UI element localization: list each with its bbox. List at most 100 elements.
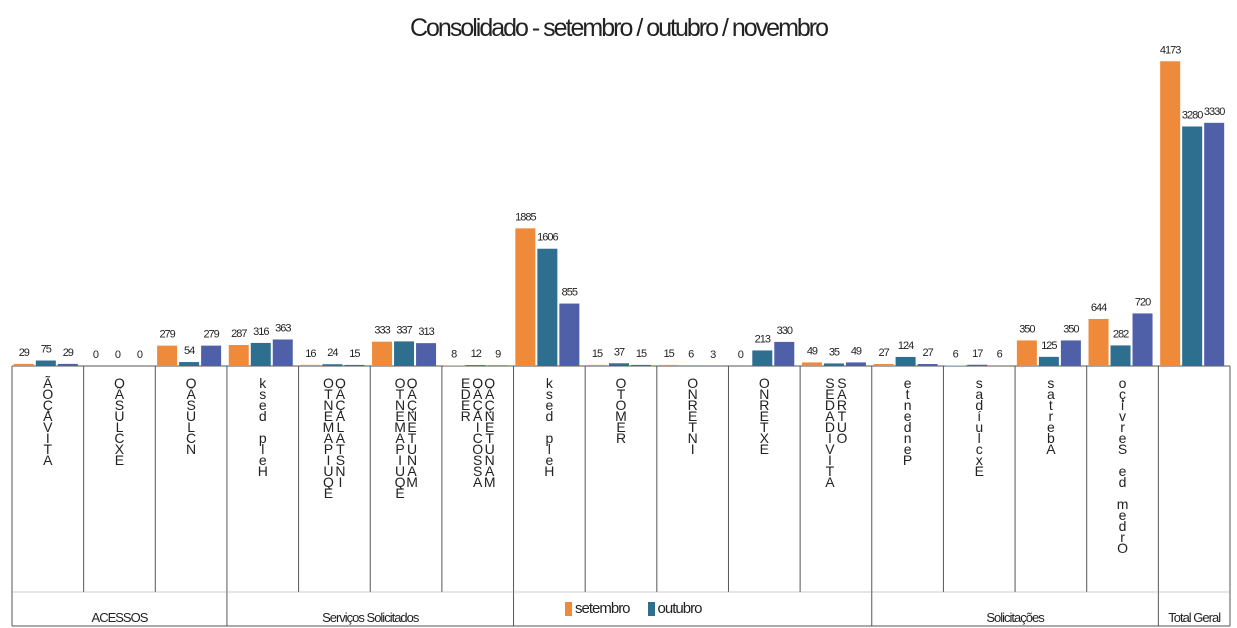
category-label-glyph-10: T — [760, 419, 769, 435]
category-label-glyph-4: U — [323, 463, 333, 479]
data-label-novembro-5: 313 — [418, 326, 434, 338]
data-label-novembro-4: 15 — [349, 348, 360, 360]
bar-setembro-8 — [587, 364, 607, 366]
bar-setembro-5 — [372, 341, 393, 366]
category-label-glyph-11: I — [828, 452, 832, 468]
category-label-glyph-3: p — [259, 430, 267, 446]
data-label-setembro-4: 16 — [305, 348, 316, 360]
category-label-glyph-12: P — [903, 452, 912, 468]
category-label-glyph-10: X — [760, 430, 770, 446]
category-label-glyph-7: p — [545, 430, 553, 446]
category-label-glyph-14: b — [1047, 430, 1055, 446]
category-label-glyph-2: Ã — [186, 386, 196, 402]
category-label-glyph-13: s — [976, 375, 983, 391]
category-label-glyph-6: Ç — [473, 397, 483, 413]
category-label-glyph-4: O — [323, 375, 334, 391]
category-label-glyph-9: N — [688, 430, 698, 446]
category-label-glyph-15: r — [1120, 419, 1125, 435]
category-label-glyph-8: O — [616, 397, 627, 413]
bar-novembro-12 — [917, 364, 938, 366]
category-label-glyph-4: N — [323, 397, 333, 413]
data-label-outubro-1: 0 — [115, 349, 121, 361]
bar-setembro-15 — [1088, 318, 1109, 366]
bar-outubro-13 — [967, 364, 988, 366]
category-label-glyph-6: O — [472, 375, 483, 391]
category-label-glyph-10: O — [759, 375, 770, 391]
category-label-glyph-6: N — [485, 408, 495, 424]
data-label-outubro-16: 3280 — [1182, 109, 1203, 121]
category-label-glyph-1: X — [115, 441, 125, 457]
data-label-outubro-7: 1606 — [537, 232, 558, 244]
category-label-glyph-0: I — [46, 430, 50, 446]
category-label-glyph-6: T — [485, 430, 494, 446]
legend-swatch-outubro — [647, 601, 655, 616]
bar-setembro-6 — [443, 365, 464, 366]
category-label-glyph-15: m — [1117, 496, 1129, 512]
category-label-glyph-5: I — [398, 452, 402, 468]
data-label-setembro-9: 15 — [664, 348, 675, 360]
category-label-glyph-10: E — [760, 408, 769, 424]
category-label-glyph-14: a — [1047, 386, 1055, 402]
category-label-glyph-8: O — [616, 375, 627, 391]
data-label-setembro-0: 29 — [19, 347, 30, 359]
category-label-glyph-4: T — [324, 386, 333, 402]
category-label-glyph-6: Ç — [485, 397, 495, 413]
category-label-glyph-11: A — [837, 386, 847, 402]
category-label-glyph-0: Ç — [43, 397, 53, 413]
category-label-glyph-4: I — [326, 452, 330, 468]
category-label-glyph-7: e — [545, 397, 553, 413]
category-label-glyph-5: P — [395, 441, 404, 457]
category-label-glyph-13: d — [975, 397, 983, 413]
category-label-glyph-2: N — [186, 441, 196, 457]
legend-label-outubro: outubro — [657, 600, 703, 617]
category-label-glyph-5: A — [395, 430, 405, 446]
data-label-setembro-15: 644 — [1091, 302, 1107, 314]
data-label-outubro-9: 6 — [688, 349, 694, 361]
category-label-glyph-2: C — [186, 430, 196, 446]
bar-novembro-14 — [1060, 340, 1081, 366]
category-label-glyph-2: S — [186, 397, 195, 413]
category-label-glyph-4: Q — [323, 474, 334, 490]
bar-setembro-16 — [1160, 61, 1181, 366]
category-label-glyph-4: S — [336, 452, 345, 468]
category-label-glyph-5: M — [394, 419, 406, 435]
category-label-glyph-4: N — [335, 463, 345, 479]
bar-outubro-16 — [1182, 126, 1203, 366]
category-label-glyph-6: R — [461, 408, 471, 424]
category-label-glyph-4: T — [336, 441, 345, 457]
category-label-glyph-6: S — [473, 452, 482, 468]
category-label-glyph-2: U — [186, 408, 196, 424]
category-label-glyph-15: o — [1119, 375, 1127, 391]
category-label-glyph-0: Ã — [43, 375, 53, 391]
category-label-glyph-6: A — [473, 408, 483, 424]
category-label-glyph-10: R — [759, 397, 769, 413]
category-label-glyph-8: T — [617, 386, 626, 402]
category-label-glyph-7: k — [546, 375, 554, 391]
data-label-novembro-7: 855 — [562, 287, 578, 299]
data-label-setembro-10: 0 — [738, 349, 744, 361]
bar-outubro-11 — [823, 363, 844, 366]
category-label-glyph-11: D — [825, 419, 835, 435]
group-label-0: ACESSOS — [92, 610, 149, 625]
category-label-glyph-5: E — [395, 408, 404, 424]
category-label-glyph-11: A — [825, 408, 835, 424]
category-label-glyph-3: s — [259, 386, 266, 402]
category-label-glyph-13: í — [977, 408, 981, 424]
category-label-glyph-11: D — [825, 397, 835, 413]
category-label-glyph-5: T — [396, 386, 405, 402]
data-label-outubro-4: 24 — [327, 347, 338, 359]
category-label-glyph-5: E — [407, 419, 416, 435]
category-label-glyph-11: V — [825, 441, 835, 457]
data-label-setembro-3: 287 — [231, 328, 247, 340]
category-label-glyph-6: A — [485, 463, 495, 479]
category-label-glyph-6: D — [461, 386, 471, 402]
category-label-glyph-11: R — [837, 397, 847, 413]
data-label-setembro-14: 350 — [1019, 323, 1035, 335]
category-label-glyph-7: H — [544, 463, 554, 479]
category-label-glyph-5: T — [408, 430, 417, 446]
category-label-glyph-6: Ã — [473, 386, 483, 402]
category-label-glyph-1: Ã — [115, 386, 125, 402]
category-label-glyph-5: O — [407, 375, 418, 391]
data-label-novembro-12: 27 — [922, 347, 933, 359]
